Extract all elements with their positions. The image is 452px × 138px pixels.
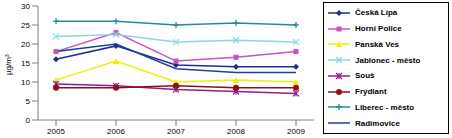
svg-text:20: 20 <box>21 40 30 49</box>
html-text:Frýdlant: Frýdlant <box>355 87 387 97</box>
html-text:Česká Lípa: Česká Lípa <box>355 8 398 18</box>
html-text:Radimovice: Radimovice <box>355 118 400 128</box>
html-text:Jablonec - město: Jablonec - město <box>355 55 421 65</box>
html-text:Liberec - město: Liberec - město <box>355 102 415 112</box>
svg-text:2007: 2007 <box>167 127 185 136</box>
svg-text:0: 0 <box>26 116 31 125</box>
html-text:Horní Police: Horní Police <box>355 24 402 34</box>
svg-text:5: 5 <box>26 97 31 106</box>
svg-text:2005: 2005 <box>47 127 65 136</box>
svg-text:µg/m³: µg/m³ <box>8 54 13 75</box>
svg-text:30: 30 <box>21 2 30 11</box>
html-text:Panská Ves: Panská Ves <box>355 39 399 49</box>
svg-text:2006: 2006 <box>107 127 125 136</box>
svg-text:2008: 2008 <box>227 127 245 136</box>
svg-text:10: 10 <box>21 78 30 87</box>
svg-text:15: 15 <box>21 59 30 68</box>
svg-text:25: 25 <box>21 21 30 30</box>
svg-text:2009: 2009 <box>287 127 305 136</box>
html-text:Souš: Souš <box>355 71 375 81</box>
